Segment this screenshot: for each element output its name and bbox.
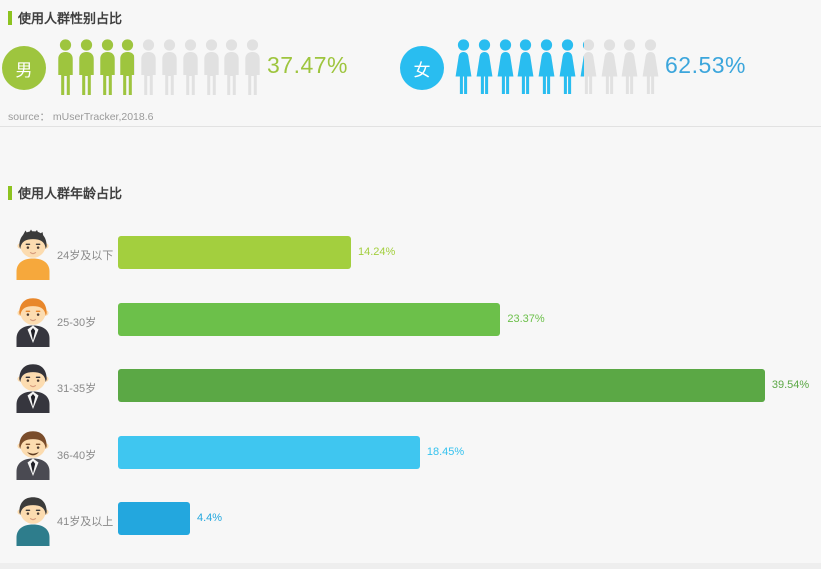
female-figure-icon: [517, 39, 534, 94]
age-row: 24岁及以下 14.24%: [0, 225, 821, 281]
female-pictogram: [454, 39, 662, 97]
female-icons-fill: [454, 39, 585, 97]
gender-section-title: 使用人群性别占比: [8, 8, 122, 27]
male-figure-icon: [58, 39, 73, 95]
female-figure-icon: [580, 39, 597, 94]
male-figure-icon: [183, 39, 198, 95]
male-figure-icon: [99, 39, 115, 95]
male-figure-icon: [245, 39, 260, 95]
age-row: 25-30岁 23.37%: [0, 292, 821, 348]
gender-section-title-text: 使用人群性别占比: [18, 11, 123, 26]
male-figure-icon: [203, 39, 219, 95]
male-percentage-value: 37.47%: [267, 52, 349, 78]
female-figure-icon: [642, 39, 659, 94]
male-icons-fill: [56, 39, 134, 97]
age-bar: [118, 302, 501, 336]
age-bar-value-label: 4.4%: [196, 512, 223, 524]
age-section-title-text: 使用人群年龄占比: [18, 186, 123, 201]
section-divider: [0, 126, 821, 127]
title-accent-bar: [8, 10, 12, 25]
age-bar: [118, 435, 420, 469]
female-badge: 女: [400, 46, 444, 90]
female-figure-icon: [559, 39, 576, 94]
male-figure-icon: [224, 39, 240, 95]
age-row: 41岁及以上 4.4%: [0, 491, 821, 547]
age-category-label: 25-30岁: [57, 316, 97, 329]
male-figure-icon: [141, 39, 156, 95]
mustache-suit-man-avatar-icon: [10, 426, 56, 481]
source-note: source： mUserTracker,2018.6: [8, 111, 154, 123]
male-figure-icon: [120, 39, 134, 95]
female-figure-icon: [580, 41, 585, 77]
teal-shirt-man-avatar-icon: [10, 492, 56, 547]
age-bar: [118, 236, 351, 269]
age-row: 36-40岁 18.45%: [0, 425, 821, 481]
title-accent-bar: [8, 185, 12, 200]
age-bar: [118, 369, 765, 402]
age-bar: [118, 502, 190, 535]
age-category-label: 31-35岁: [57, 383, 97, 395]
female-figure-icon: [455, 39, 472, 94]
male-figure-icon: [79, 39, 94, 95]
age-bar-value-label: 39.54%: [771, 379, 810, 391]
age-section-title: 使用人群年龄占比: [8, 183, 122, 202]
age-bar-value-label: 18.45%: [426, 445, 465, 458]
age-row: 31-35岁 39.54%: [0, 358, 821, 414]
female-figure-icon: [538, 39, 555, 94]
female-figure-icon: [601, 39, 617, 94]
male-icons-fill-clip: [56, 39, 134, 97]
female-figure-icon: [476, 39, 493, 94]
male-figure-icon: [162, 39, 177, 95]
age-category-label: 36-40岁: [57, 449, 97, 462]
age-category-label: 24岁及以下: [57, 250, 114, 262]
young-man-orange-shirt-avatar-icon: [10, 226, 56, 281]
bottom-edge: [0, 563, 821, 569]
female-figure-icon: [621, 39, 638, 94]
orange-hair-suit-man-avatar-icon: [10, 293, 56, 348]
female-icons-fill-clip: [454, 39, 585, 97]
black-hair-suit-man-avatar-icon: [10, 359, 56, 414]
male-pictogram: [56, 39, 264, 97]
age-category-label: 41岁及以上: [57, 516, 114, 528]
age-bar-value-label: 23.37%: [507, 312, 545, 325]
female-figure-icon: [497, 39, 513, 94]
male-badge: 男: [2, 46, 46, 90]
age-bar-value-label: 14.24%: [357, 246, 396, 258]
female-percentage-value: 62.53%: [665, 52, 747, 78]
